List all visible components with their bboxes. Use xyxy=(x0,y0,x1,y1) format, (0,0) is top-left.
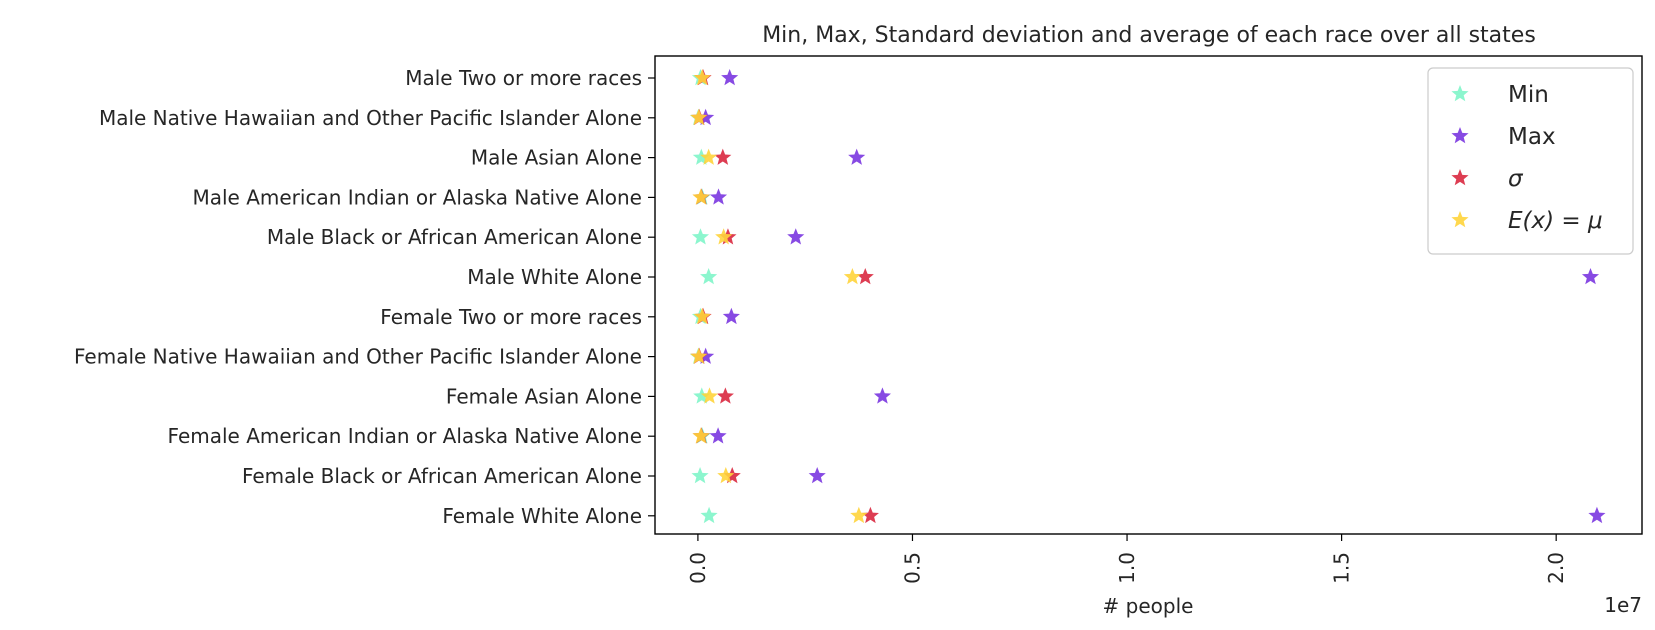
data-point xyxy=(808,467,826,484)
data-point xyxy=(693,387,711,404)
data-point xyxy=(709,188,728,205)
y-tick-label: Male American Indian or Alaska Native Al… xyxy=(192,185,642,209)
x-tick-label: 2.0 xyxy=(1544,552,1568,584)
legend-marker xyxy=(1451,85,1469,102)
data-point xyxy=(693,307,711,325)
data-point xyxy=(690,108,708,126)
data-point xyxy=(700,268,718,285)
data-point xyxy=(714,148,732,165)
data-point xyxy=(693,69,711,86)
data-point xyxy=(691,228,710,245)
data-point xyxy=(1581,268,1600,285)
data-point xyxy=(709,427,727,444)
legend-label: σ xyxy=(1508,166,1524,192)
legend-marker xyxy=(1451,169,1469,186)
data-point xyxy=(697,108,715,126)
data-point xyxy=(700,506,718,524)
data-point xyxy=(697,347,715,364)
data-point xyxy=(873,387,891,404)
y-tick-label: Female Two or more races xyxy=(380,305,642,329)
data-point xyxy=(843,268,861,285)
data-point xyxy=(861,506,879,524)
data-point xyxy=(848,148,866,165)
y-tick-label: Female American Indian or Alaska Native … xyxy=(168,424,642,448)
data-point xyxy=(715,228,733,245)
x-axis-offset-label: 1e7 xyxy=(1604,593,1642,617)
legend-label: Min xyxy=(1508,82,1549,108)
data-point xyxy=(850,506,868,524)
data-point xyxy=(721,69,739,86)
data-point xyxy=(787,228,805,245)
legend-marker xyxy=(1451,211,1469,228)
legend-marker xyxy=(1451,127,1469,144)
x-tick-label: 0.0 xyxy=(686,552,710,584)
y-tick-label: Female Black or African American Alone xyxy=(242,464,642,488)
legend: Min Max σ E(x) = μ xyxy=(1427,67,1634,255)
data-point xyxy=(690,347,708,364)
data-point xyxy=(1588,506,1606,524)
data-point xyxy=(723,467,741,484)
y-tick-label: Male Two or more races xyxy=(405,66,642,90)
y-tick-label: Female Native Hawaiian and Other Pacific… xyxy=(74,345,642,369)
x-tick-label: 0.5 xyxy=(900,552,924,584)
y-tick-label: Male Native Hawaiian and Other Pacific I… xyxy=(99,106,642,130)
data-point xyxy=(692,427,710,444)
data-point xyxy=(692,148,710,165)
data-point xyxy=(700,148,718,165)
y-tick-label: Male Asian Alone xyxy=(471,146,642,170)
data-point xyxy=(691,467,709,484)
x-ticks: 0.0 0.5 1.0 1.5 2.0 xyxy=(686,534,1568,584)
data-point xyxy=(692,188,710,205)
data-point xyxy=(700,387,719,404)
y-tick-label: Male White Alone xyxy=(467,265,642,289)
y-tick-label: Male Black or African American Alone xyxy=(267,225,642,249)
legend-frame xyxy=(1427,67,1634,255)
x-tick-label: 1.5 xyxy=(1330,552,1354,584)
legend-label: E(x) = μ xyxy=(1508,208,1603,234)
chart-title: Min, Max, Standard deviation and average… xyxy=(762,23,1536,48)
plot-frame xyxy=(654,55,1643,535)
y-tick-labels: Male Two or more races Male Native Hawaii… xyxy=(74,66,655,528)
data-point xyxy=(856,268,874,285)
data-markers xyxy=(689,69,1606,524)
data-point xyxy=(717,467,735,484)
data-point xyxy=(716,387,734,404)
x-tick-label: 1.0 xyxy=(1115,552,1139,584)
legend-label: Max xyxy=(1508,124,1556,150)
y-tick-label: Female Asian Alone xyxy=(446,384,642,408)
y-tick-label: Female White Alone xyxy=(442,504,642,528)
data-point xyxy=(722,307,740,325)
x-axis-label: # people xyxy=(1103,594,1194,618)
